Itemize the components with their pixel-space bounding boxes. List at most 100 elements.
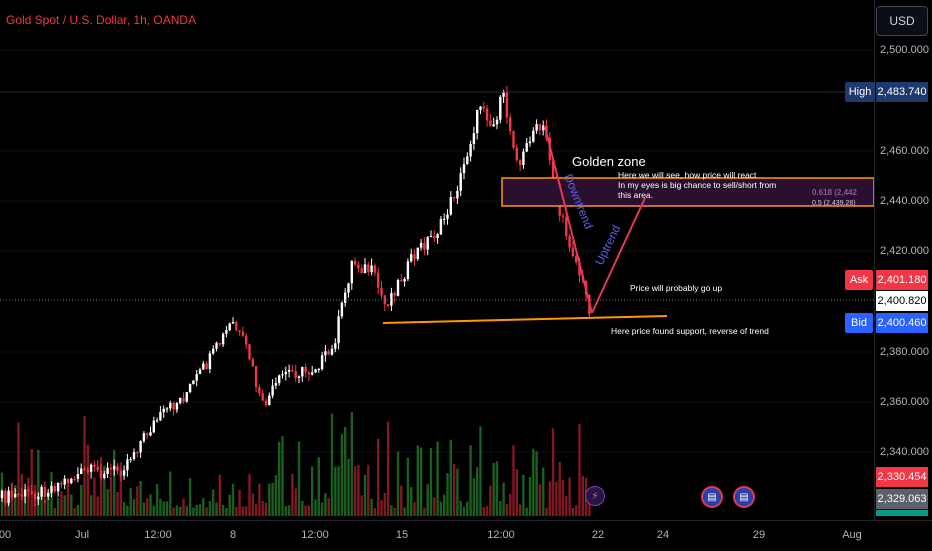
volume-bar <box>330 413 334 516</box>
candle-body <box>73 478 76 480</box>
candle-body <box>149 432 152 436</box>
candle-body <box>241 331 245 336</box>
time-tick: 29 <box>752 529 766 541</box>
candle-body <box>53 486 56 492</box>
volume-bar <box>377 438 380 516</box>
us-flag-icon[interactable]: ▤ <box>701 486 723 508</box>
candle-body <box>152 420 155 433</box>
candle-body <box>419 242 423 248</box>
volume-bar <box>476 467 479 516</box>
currency-button[interactable]: USD <box>876 6 928 36</box>
candle-body <box>334 343 337 349</box>
symbol-title[interactable]: Gold Spot / U.S. Dollar, 1h, OANDA <box>6 13 197 27</box>
candle-body <box>17 493 20 495</box>
candle-body <box>459 173 462 191</box>
candle-body <box>363 264 367 274</box>
candle-body <box>182 397 185 402</box>
candle-body <box>80 468 83 475</box>
candle-body <box>99 470 103 478</box>
candle-body <box>4 490 7 504</box>
volume-bar <box>132 499 136 516</box>
candle-body <box>340 302 344 317</box>
candle-body <box>291 370 294 372</box>
candle-body <box>56 483 60 492</box>
candle-body <box>307 372 311 375</box>
volume-bar <box>482 507 485 516</box>
volume-bar <box>155 484 159 516</box>
volume-bar <box>139 480 142 516</box>
volume-bar <box>538 484 542 516</box>
time-axis[interactable]: 00 Jul 12:00 8 12:00 15 12:00 22 24 29 A… <box>0 520 932 551</box>
volume-bar <box>245 506 248 516</box>
volume-bar <box>443 494 446 516</box>
candle-body <box>238 330 241 332</box>
candle-body <box>103 474 106 478</box>
candle-body <box>202 363 205 370</box>
candle-body <box>344 292 347 303</box>
candle-body <box>439 219 443 235</box>
volume-bar <box>281 436 284 516</box>
volume-bar <box>96 496 99 516</box>
candle-body <box>485 108 489 121</box>
volume-bar <box>261 500 264 516</box>
candle-body <box>228 323 231 331</box>
volume-bar <box>489 485 492 516</box>
volume-bar <box>561 480 565 516</box>
volume-bar <box>499 501 502 516</box>
candle-body <box>93 464 96 467</box>
downtrend-line <box>544 126 593 314</box>
price-axis[interactable]: 2,500.000 2,460.000 2,440.000 2,420.000 … <box>874 0 932 520</box>
volume-bar <box>248 474 251 516</box>
candle-body <box>367 264 370 273</box>
volume-bar <box>251 493 254 516</box>
candle-body <box>416 247 419 260</box>
candle-body <box>264 400 268 406</box>
volume-bar <box>512 445 515 516</box>
volume-bar <box>393 507 396 516</box>
us-flag-icon[interactable]: ▤ <box>733 486 755 508</box>
candle-body <box>287 370 291 372</box>
candle-body <box>221 333 225 345</box>
volume-bar <box>218 474 221 516</box>
price-tick: 2,340.000 <box>880 446 929 458</box>
lightning-icon[interactable]: ⚡ <box>585 486 605 506</box>
volume-bar <box>301 501 304 516</box>
time-tick: 12:00 <box>487 529 515 541</box>
volume-bar <box>264 502 268 516</box>
volume-bar <box>344 426 347 516</box>
candle-body <box>462 164 466 174</box>
volume-bar <box>578 424 581 516</box>
volume-bar <box>410 487 413 516</box>
volume-bar <box>390 505 393 516</box>
candle-body <box>538 124 542 131</box>
volume-bar <box>466 501 469 516</box>
volume-bar <box>99 456 103 516</box>
volume-bar <box>126 505 129 516</box>
candle-body <box>551 160 555 180</box>
candle-body <box>225 330 228 334</box>
candle-body <box>390 292 393 306</box>
volume-bar <box>53 507 56 516</box>
volume-bar <box>320 502 324 516</box>
volume-bar <box>122 501 126 516</box>
volume-bar <box>528 476 532 516</box>
candle-body <box>509 117 512 132</box>
uptrend-label: Uptrend <box>592 223 623 268</box>
volume-bar <box>56 497 60 516</box>
volume-bar <box>221 504 225 516</box>
candle-body <box>106 467 109 475</box>
candle-body <box>47 492 50 497</box>
candle-body <box>327 351 330 355</box>
ask-value: 2,401.180 <box>876 270 928 290</box>
volume-bar <box>502 482 505 516</box>
volume-bar <box>429 448 433 516</box>
candle-body <box>218 342 221 345</box>
volume-bar <box>175 505 179 516</box>
price-tick: 2,460.000 <box>880 145 929 157</box>
volume-bar <box>86 444 89 516</box>
price-chart[interactable]: Downtrend Uptrend 0.618 (2,442 0.5 (2,43… <box>0 0 874 520</box>
volume-bar <box>337 466 340 516</box>
volume-bar <box>297 441 301 516</box>
sell-note-line-3: this area. <box>618 190 653 200</box>
volume-bar <box>479 426 482 516</box>
